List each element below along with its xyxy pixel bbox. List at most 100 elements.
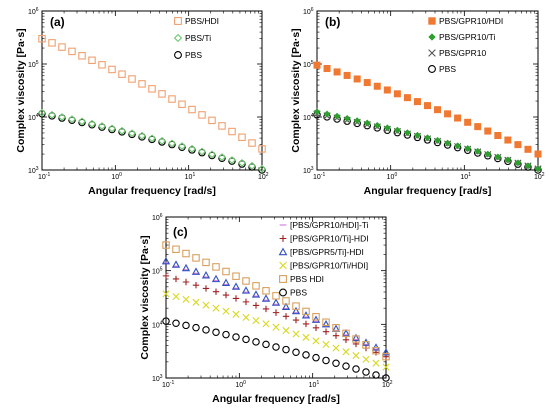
data-point [292,316,300,324]
legend-marker [174,17,182,25]
data-point [208,116,216,125]
data-point [302,333,310,341]
data-point [172,319,180,327]
data-point [68,47,76,56]
legend-label: PBS/HDI [185,16,219,26]
data-point [322,328,330,335]
data-point [313,108,321,116]
x-axis-label: Angular frequency [rad/s] [88,185,216,197]
data-point [322,318,330,326]
data-point [248,163,256,171]
y-tick-label: 103 [28,166,39,175]
legend-item: PBS/Ti [173,33,211,43]
legend-marker [279,235,287,242]
data-point [312,324,320,331]
data-point [68,115,76,124]
data-point [292,330,300,338]
data-point [161,256,171,265]
data-point [201,271,211,279]
data-point [212,304,220,312]
data-point [242,335,250,344]
data-point [353,75,361,83]
legend-label: [PBS/GPR5/Ti]-HDI [290,247,364,257]
x-tick-label: 102 [534,172,545,181]
data-point [333,68,341,76]
legend: [PBS/GPR10/HDI]-Ti [PBS/GPR10/Ti]-HDI [PBS… [278,220,369,298]
y-tick-label: 103 [303,166,314,175]
y-tick-label: 104 [303,113,314,122]
data-point [343,71,351,79]
data-point [291,306,301,315]
data-point [252,302,260,309]
legend-item: [PBS/GPR10/HDI]-Ti [279,220,369,230]
data-point [162,241,170,249]
data-point [242,277,250,285]
data-point [192,254,200,262]
data-point [464,144,472,153]
data-point [258,166,266,174]
data-point [78,118,86,127]
data-point [333,112,341,120]
data-point [252,338,260,346]
y-tick-label: 106 [303,7,314,16]
data-point [68,116,76,125]
data-point [172,293,180,301]
data-point [272,309,280,316]
legend-label: PBS [439,64,456,74]
data-point [403,94,411,102]
data-point [128,75,136,83]
data-point [312,337,320,345]
data-point [271,298,281,306]
data-point [212,263,220,271]
data-point [262,305,270,313]
data-point [38,34,46,43]
data-point [162,272,170,280]
x-tick-label: 101 [460,172,471,181]
data-point [341,329,351,337]
data-point [272,343,280,351]
data-point [363,119,371,127]
data-point [232,310,240,318]
data-point [58,113,66,122]
data-point [484,127,492,135]
legend: PBS/GPR10/HDI PBS/GPR10/Ti PBS/GPR10 PBS [428,16,503,74]
data-point [258,145,266,153]
data-point [198,147,206,156]
data-point [361,338,371,346]
data-point [534,150,542,158]
data-point [352,351,360,360]
data-point [382,352,390,361]
data-point [474,147,482,155]
data-point [504,156,512,164]
data-point [188,144,196,153]
data-point [218,122,226,130]
data-point [454,142,462,150]
data-point [38,108,46,117]
y-tick-label: 105 [152,267,163,276]
data-point [524,145,532,153]
legend-marker [279,261,287,270]
legend-marker [174,51,182,59]
data-point [228,127,236,136]
data-point [302,351,310,359]
data-point [191,267,201,275]
data-point [454,114,462,122]
y-tick-label: 106 [28,7,39,16]
data-point [321,319,331,328]
data-point [118,128,126,136]
data-point [352,365,360,373]
data-point [162,290,170,298]
data-point [78,52,86,60]
data-point [262,340,270,349]
legend-label: PBS [185,50,202,60]
data-point [504,136,512,144]
data-point [212,288,220,295]
data-point [382,374,390,382]
data-point [202,326,210,334]
legend-label: PBS/Ti [185,33,211,43]
data-point [282,297,290,305]
data-point [258,164,266,173]
plot-frame [41,10,263,171]
data-point [138,131,146,140]
data-point [48,39,56,47]
